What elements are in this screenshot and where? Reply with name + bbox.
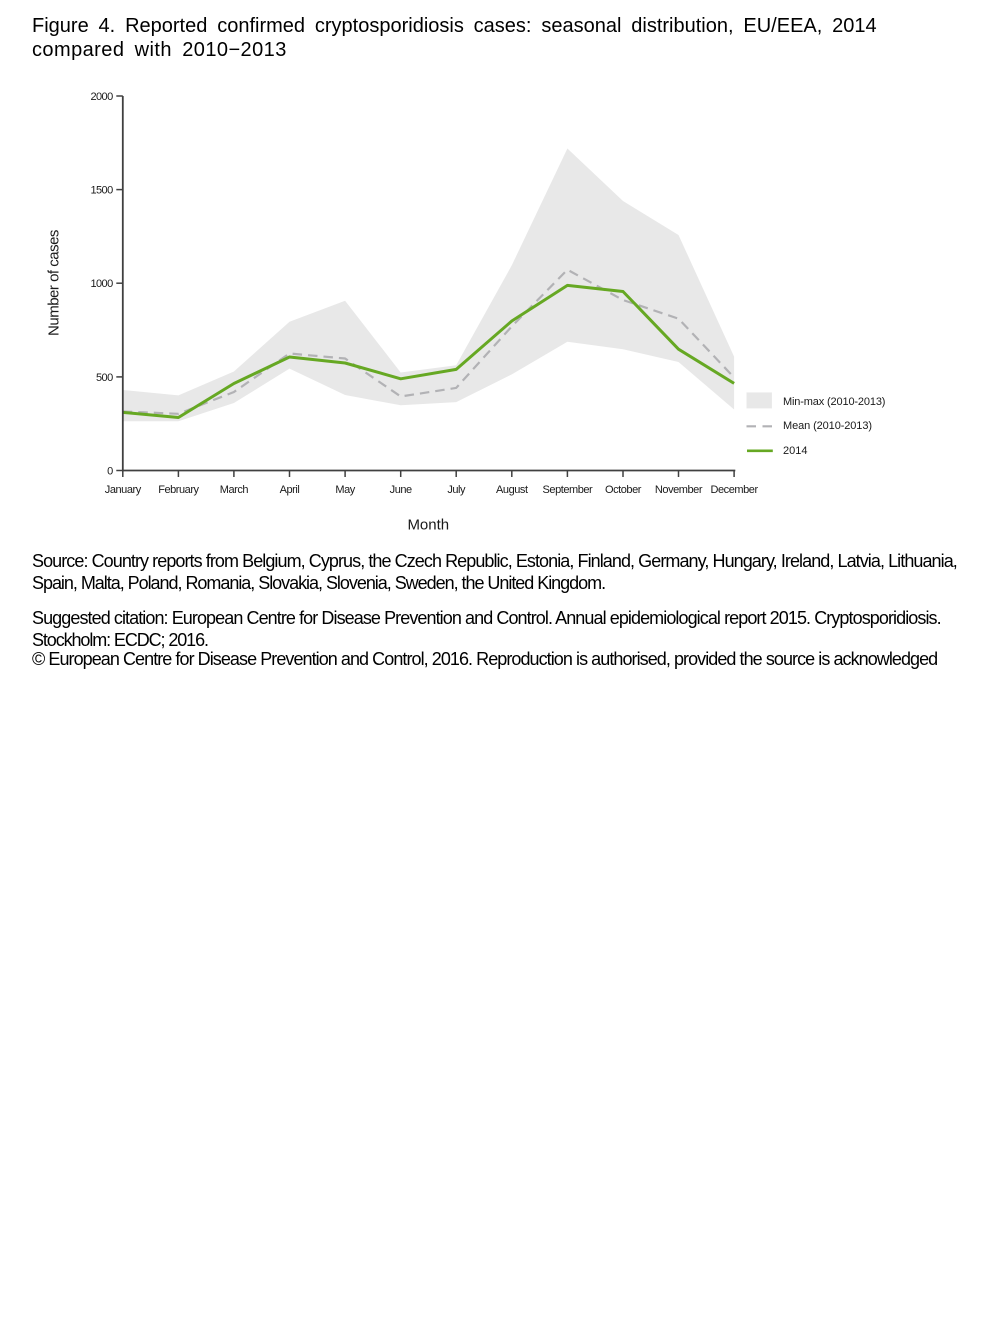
svg-text:Mean (2010-2013): Mean (2010-2013) — [783, 420, 872, 432]
svg-text:1500: 1500 — [91, 185, 114, 197]
svg-text:0: 0 — [107, 466, 113, 478]
svg-text:June: June — [390, 484, 412, 496]
svg-text:September: September — [543, 484, 594, 496]
svg-text:Min-max (2010-2013): Min-max (2010-2013) — [783, 396, 885, 408]
svg-text:October: October — [605, 484, 642, 496]
svg-text:1000: 1000 — [91, 278, 114, 290]
svg-text:July: July — [447, 484, 466, 496]
svg-text:May: May — [335, 484, 355, 496]
svg-text:April: April — [280, 484, 300, 496]
svg-text:January: January — [105, 484, 142, 496]
svg-text:February: February — [158, 484, 199, 496]
svg-text:March: March — [220, 484, 249, 496]
svg-text:500: 500 — [96, 372, 113, 384]
svg-text:December: December — [711, 484, 759, 496]
svg-text:August: August — [496, 484, 528, 496]
svg-text:2014: 2014 — [783, 445, 807, 457]
svg-text:2000: 2000 — [91, 91, 114, 103]
svg-text:November: November — [655, 484, 703, 496]
svg-text:Month: Month — [407, 516, 449, 533]
svg-text:Number of cases: Number of cases — [46, 230, 63, 336]
